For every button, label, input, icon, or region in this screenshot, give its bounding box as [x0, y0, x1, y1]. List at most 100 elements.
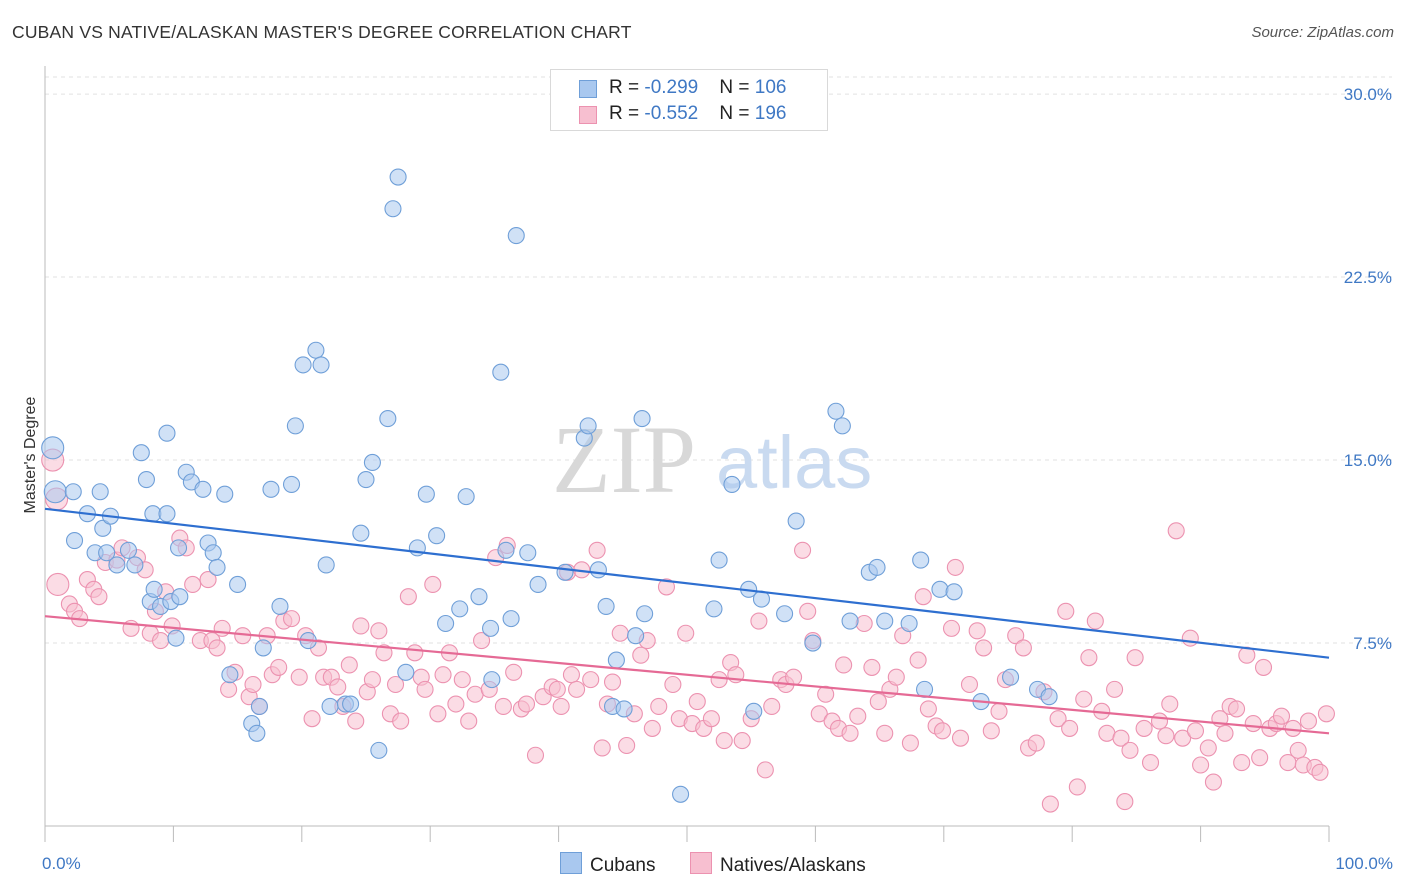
natives-point [817, 685, 835, 703]
natives-point [416, 680, 434, 698]
natives-point [960, 675, 979, 694]
cubans-point [502, 610, 520, 628]
natives-point [340, 656, 358, 674]
cubans-point [497, 541, 515, 559]
bottom-legend-cubans: Cubans [560, 852, 656, 877]
natives-point [199, 571, 217, 589]
natives-point [968, 622, 986, 640]
cubans-point [945, 583, 963, 601]
natives-point [208, 639, 226, 657]
cubans-point [41, 436, 65, 460]
cubans-point [428, 527, 446, 545]
cubans-point [633, 410, 651, 428]
natives-point [1181, 629, 1199, 647]
natives-point [290, 668, 308, 686]
cubans-point [370, 741, 388, 759]
natives-point [618, 736, 636, 755]
natives-point [352, 617, 370, 635]
cubans-point [357, 471, 375, 489]
cubans-point [126, 556, 144, 574]
cubans-point [132, 444, 150, 462]
natives-point [982, 722, 1000, 740]
natives-point [650, 697, 668, 716]
natives-point [1049, 710, 1067, 728]
natives-point [588, 541, 606, 559]
natives-point [517, 695, 536, 713]
natives-point [1186, 722, 1205, 740]
cubans-point [204, 544, 222, 562]
cubans-point [248, 724, 266, 742]
trend-line-cubans [44, 507, 1330, 659]
natives-point [1251, 749, 1269, 767]
natives-point [213, 619, 231, 637]
natives-point [951, 729, 970, 747]
natives-point [919, 700, 937, 718]
natives-point [990, 702, 1008, 720]
cubans-point [868, 558, 886, 576]
y-axis-title: Master's Degree [22, 396, 39, 513]
cubans-point [787, 512, 805, 530]
natives-point [1041, 795, 1059, 813]
natives-point [810, 705, 828, 723]
y-tick-label: 7.5% [1353, 634, 1392, 653]
correlation-legend: R = -0.299 N = 106 R = -0.552 N = 196 [550, 69, 828, 131]
cubans-point [158, 505, 176, 523]
natives-point [1311, 763, 1329, 781]
cubans-point [745, 702, 763, 720]
cubans-point [262, 480, 280, 498]
cubans-point [379, 410, 397, 428]
natives-point [1106, 680, 1124, 698]
natives-point [424, 575, 442, 594]
cubans-point [119, 541, 138, 559]
cubans-point [519, 544, 537, 562]
natives-point [1174, 729, 1192, 747]
cubans-point [597, 597, 615, 615]
natives-point [282, 610, 301, 628]
natives-point [1027, 734, 1045, 752]
natives-point [363, 671, 381, 689]
cubans-point [776, 605, 794, 623]
cubans-point [507, 227, 525, 245]
cubans-point [579, 417, 597, 435]
natives-point [1167, 522, 1185, 540]
cubans-point [607, 651, 625, 669]
cubans-point [229, 575, 247, 594]
legend-swatch-cubans [579, 80, 597, 98]
natives-point [46, 572, 70, 597]
natives-point [562, 666, 580, 684]
natives-point [942, 619, 961, 637]
natives-point [849, 707, 867, 725]
natives-point [526, 746, 545, 764]
natives-point [453, 671, 471, 689]
natives-point [184, 575, 202, 594]
natives-point [270, 658, 288, 676]
natives-point [933, 722, 952, 740]
natives-point [303, 710, 321, 728]
cubans-point [194, 480, 212, 498]
natives-point [1228, 700, 1246, 718]
natives-point [710, 671, 728, 689]
cubans-point [216, 485, 234, 503]
natives-point [785, 668, 803, 686]
cubans-point [876, 612, 894, 630]
legend-n-label: N = [719, 77, 755, 98]
natives-point [1199, 739, 1217, 757]
natives-point [1121, 741, 1139, 759]
cubans-point [615, 700, 633, 718]
y-tick-label: 22.5% [1344, 268, 1392, 287]
watermark: ZIP atlas [552, 406, 872, 513]
legend-r-label: R = [609, 103, 645, 124]
cubans-point [723, 475, 741, 493]
cubans-point [384, 200, 402, 218]
natives-point [876, 724, 894, 742]
cubans-point [271, 597, 289, 615]
natives-point [643, 719, 661, 737]
cubans-point [636, 605, 654, 623]
natives-point [1080, 649, 1098, 667]
legend-n-label: N = [719, 103, 755, 124]
natives-point [664, 675, 682, 694]
natives-point [1150, 712, 1169, 730]
cubans-point [312, 356, 330, 374]
bottom-legend-natives: Natives/Alaskans [690, 852, 866, 877]
natives-point [611, 624, 629, 642]
